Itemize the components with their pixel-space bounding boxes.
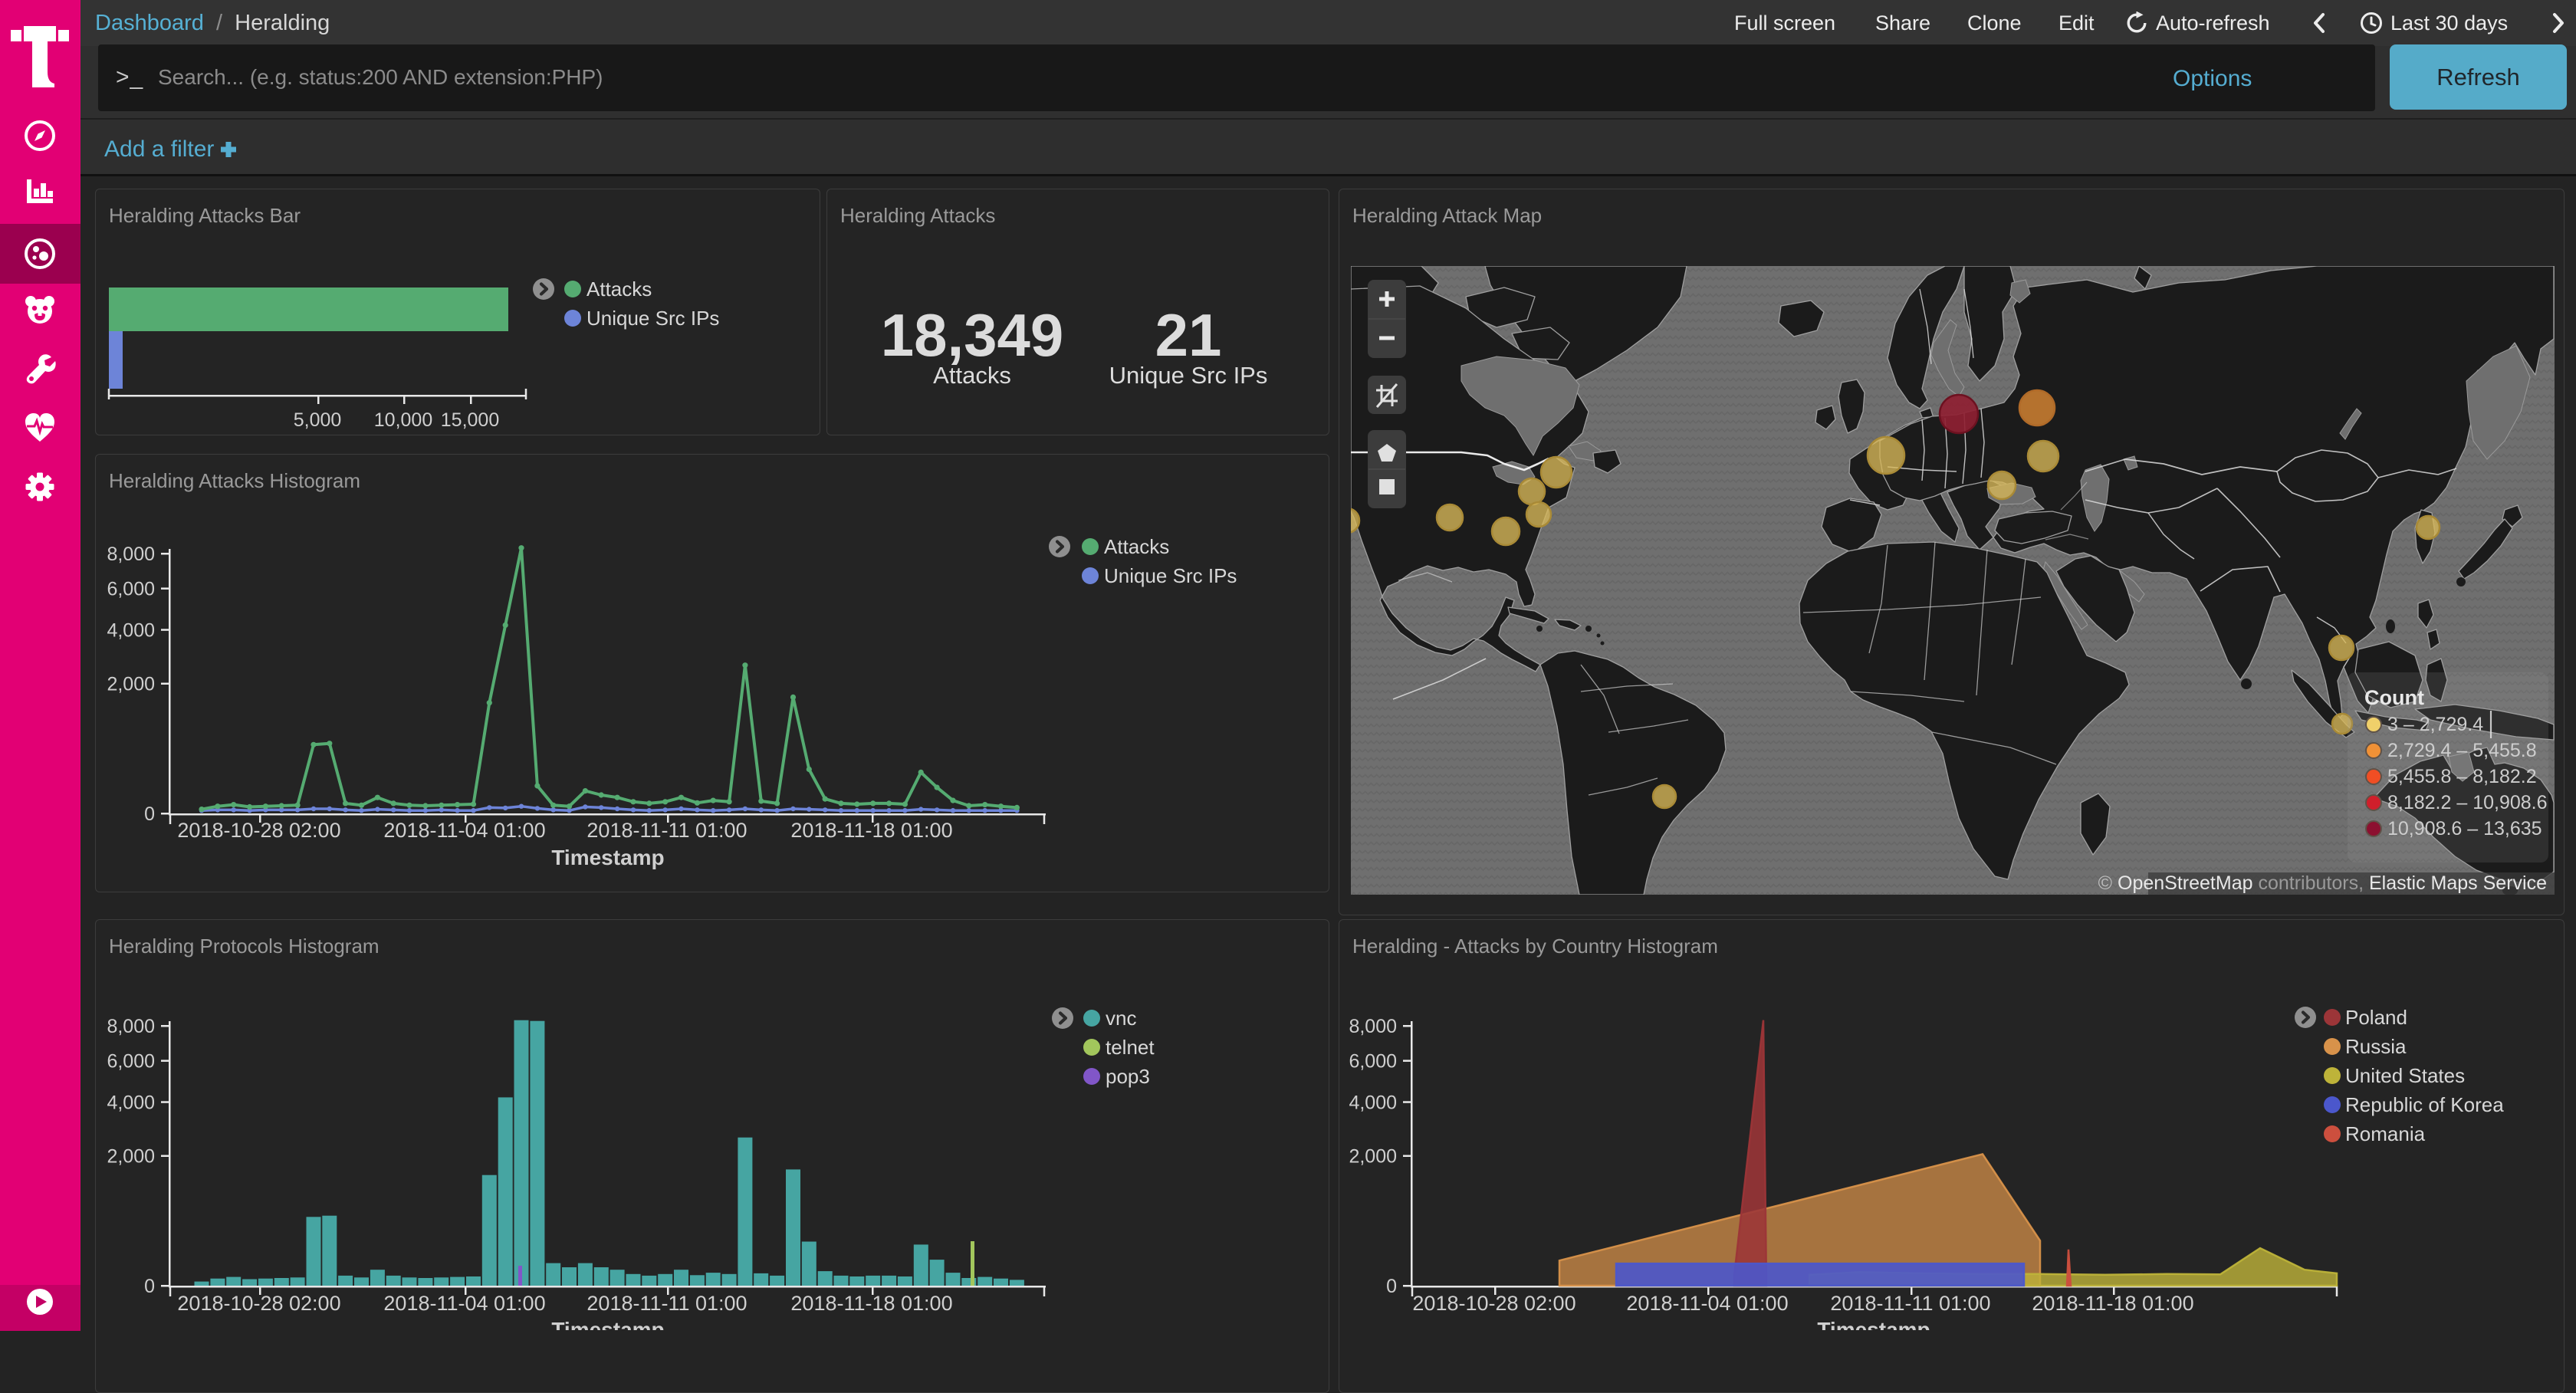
svg-text:2018-10-28 02:00: 2018-10-28 02:00 (1412, 1292, 1576, 1315)
svg-text:6,000: 6,000 (107, 1050, 155, 1072)
svg-text:2,000: 2,000 (107, 674, 155, 695)
svg-text:telnet: telnet (1106, 1036, 1155, 1059)
svg-text:Timestamp: Timestamp (551, 1318, 664, 1330)
svg-text:Timestamp: Timestamp (1817, 1318, 1930, 1330)
svg-text:2018-11-04 01:00: 2018-11-04 01:00 (383, 819, 545, 842)
svg-text:2,000: 2,000 (1349, 1146, 1397, 1168)
svg-text:8,000: 8,000 (107, 1016, 155, 1037)
svg-text:Russia: Russia (2345, 1035, 2407, 1058)
svg-text:0: 0 (1386, 1276, 1397, 1297)
svg-text:2018-10-28 02:00: 2018-10-28 02:00 (177, 1292, 340, 1315)
svg-text:4,000: 4,000 (107, 1092, 155, 1113)
svg-text:vnc: vnc (1106, 1007, 1136, 1030)
svg-text:3 – 2,729.4: 3 – 2,729.4 (2387, 714, 2483, 735)
svg-text:Attacks: Attacks (1104, 535, 1169, 558)
svg-text:2018-10-28 02:00: 2018-10-28 02:00 (177, 819, 340, 842)
svg-text:2018-11-04 01:00: 2018-11-04 01:00 (383, 1292, 545, 1315)
svg-text:2018-11-18 01:00: 2018-11-18 01:00 (790, 819, 952, 842)
svg-text:8,000: 8,000 (1349, 1016, 1397, 1037)
svg-text:10,000: 10,000 (374, 409, 432, 431)
svg-text:Attacks: Attacks (586, 278, 652, 301)
svg-text:5,000: 5,000 (294, 409, 342, 431)
svg-text:Republic of Korea: Republic of Korea (2345, 1093, 2504, 1116)
svg-text:2018-11-18 01:00: 2018-11-18 01:00 (790, 1292, 952, 1315)
svg-text:15,000: 15,000 (441, 409, 499, 431)
svg-text:8,182.2 – 10,908.6: 8,182.2 – 10,908.6 (2387, 792, 2548, 813)
svg-text:2018-11-11 01:00: 2018-11-11 01:00 (586, 819, 747, 842)
svg-text:Romania: Romania (2345, 1122, 2426, 1145)
svg-text:United States: United States (2345, 1064, 2465, 1087)
svg-text:4,000: 4,000 (1349, 1092, 1397, 1113)
svg-text:0: 0 (144, 1276, 155, 1297)
svg-text:pop3: pop3 (1106, 1065, 1150, 1088)
svg-text:2018-11-11 01:00: 2018-11-11 01:00 (586, 1292, 747, 1315)
svg-text:Poland: Poland (2345, 1006, 2407, 1029)
svg-text:4,000: 4,000 (107, 619, 155, 641)
svg-text:2018-11-18 01:00: 2018-11-18 01:00 (2032, 1292, 2193, 1315)
svg-text:0: 0 (144, 803, 155, 825)
svg-text:8,000: 8,000 (107, 544, 155, 565)
svg-text:Timestamp: Timestamp (551, 846, 664, 869)
svg-text:Unique Src IPs: Unique Src IPs (1104, 564, 1237, 587)
svg-text:6,000: 6,000 (107, 578, 155, 600)
svg-text:Unique Src IPs: Unique Src IPs (586, 307, 719, 330)
svg-text:© OpenStreetMap contributors,: © OpenStreetMap contributors, Elastic Ma… (2098, 872, 2547, 894)
svg-text:2,729.4 – 5,455.8: 2,729.4 – 5,455.8 (2387, 740, 2537, 761)
svg-text:2018-11-11 01:00: 2018-11-11 01:00 (1830, 1292, 1990, 1315)
svg-text:2018-11-04 01:00: 2018-11-04 01:00 (1626, 1292, 1788, 1315)
svg-text:10,908.6 – 13,635: 10,908.6 – 13,635 (2387, 818, 2542, 839)
svg-text:5,455.8 – 8,182.2: 5,455.8 – 8,182.2 (2387, 766, 2537, 787)
svg-text:Count: Count (2364, 686, 2424, 709)
svg-text:2,000: 2,000 (107, 1146, 155, 1168)
svg-text:6,000: 6,000 (1349, 1050, 1397, 1072)
